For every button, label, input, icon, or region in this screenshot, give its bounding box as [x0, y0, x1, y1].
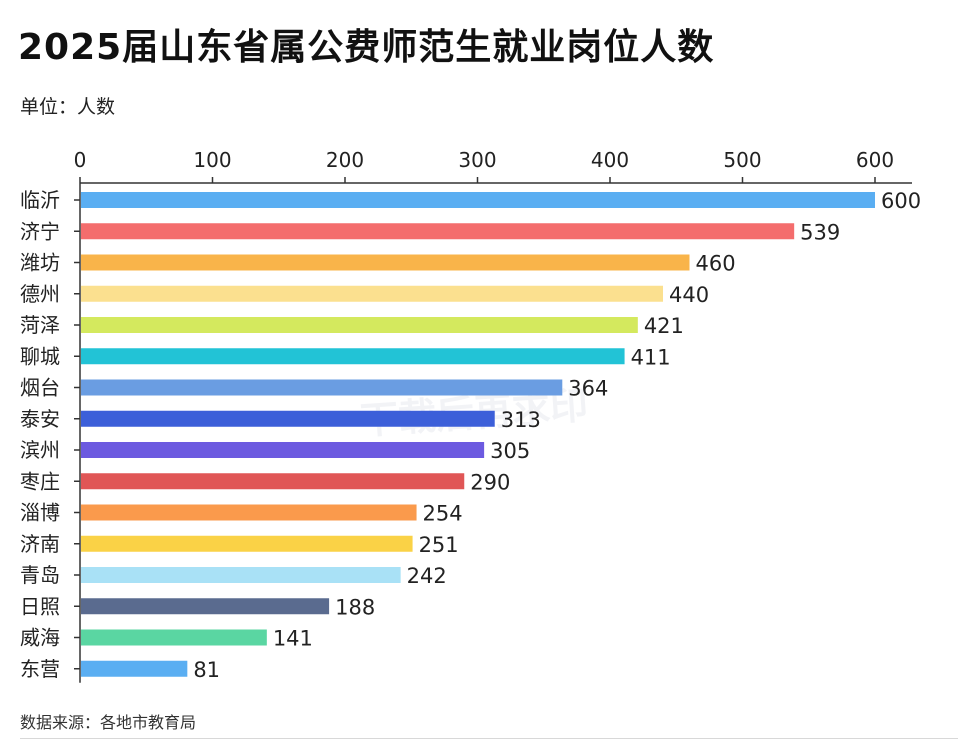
value-label: 600	[881, 189, 921, 213]
value-label: 313	[501, 408, 541, 432]
x-tick-label: 300	[458, 148, 496, 172]
bar	[81, 254, 690, 271]
category-label: 菏泽	[20, 313, 60, 337]
category-label: 滨州	[20, 438, 60, 462]
category-label: 淄博	[20, 501, 60, 525]
value-label: 421	[644, 314, 684, 338]
value-label: 364	[568, 377, 608, 401]
bar	[81, 598, 330, 615]
value-label: 188	[335, 595, 375, 619]
x-tick-label: 400	[591, 148, 629, 172]
x-tick-label: 100	[193, 148, 231, 172]
value-label: 81	[193, 658, 220, 682]
bar	[81, 660, 188, 677]
bar	[81, 473, 465, 490]
category-label: 济南	[20, 532, 60, 556]
value-label: 254	[423, 502, 463, 526]
category-label: 聊城	[20, 344, 60, 368]
value-label: 411	[631, 345, 671, 369]
category-label: 青岛	[20, 563, 60, 587]
value-label: 290	[470, 470, 510, 494]
value-label: 305	[490, 439, 530, 463]
bar	[81, 223, 795, 240]
value-label: 242	[407, 564, 447, 588]
unit-label: 单位：人数	[20, 96, 116, 118]
category-label: 日照	[20, 594, 60, 618]
bar	[81, 379, 563, 396]
category-label: 德州	[20, 282, 60, 306]
value-label: 460	[696, 252, 736, 276]
bar	[81, 285, 663, 302]
x-tick-label: 600	[856, 148, 894, 172]
category-label: 泰安	[20, 407, 60, 431]
footer-divider	[20, 738, 958, 739]
bar	[81, 317, 638, 333]
value-label: 141	[273, 627, 313, 651]
bar	[81, 348, 625, 365]
source-note: 数据来源：各地市教育局	[20, 713, 197, 732]
category-label: 烟台	[20, 376, 60, 400]
bar	[81, 192, 875, 208]
value-label: 251	[419, 533, 459, 557]
category-label: 潍坊	[20, 251, 60, 275]
category-label: 临沂	[20, 188, 60, 212]
bar	[81, 629, 267, 646]
bar	[81, 567, 401, 583]
value-label: 539	[800, 220, 840, 244]
category-label: 枣庄	[20, 469, 60, 493]
category-label: 东营	[20, 657, 60, 681]
x-tick-label: 0	[74, 148, 87, 172]
category-label: 威海	[20, 626, 60, 650]
category-label: 济宁	[20, 219, 60, 243]
bar	[81, 535, 413, 552]
x-tick-label: 200	[326, 148, 364, 172]
x-tick-label: 500	[723, 148, 761, 172]
chart-title: 2025届山东省属公费师范生就业岗位人数	[18, 27, 715, 68]
bar	[81, 410, 495, 427]
bar	[81, 442, 485, 458]
value-label: 440	[669, 283, 709, 307]
bar	[81, 504, 417, 521]
